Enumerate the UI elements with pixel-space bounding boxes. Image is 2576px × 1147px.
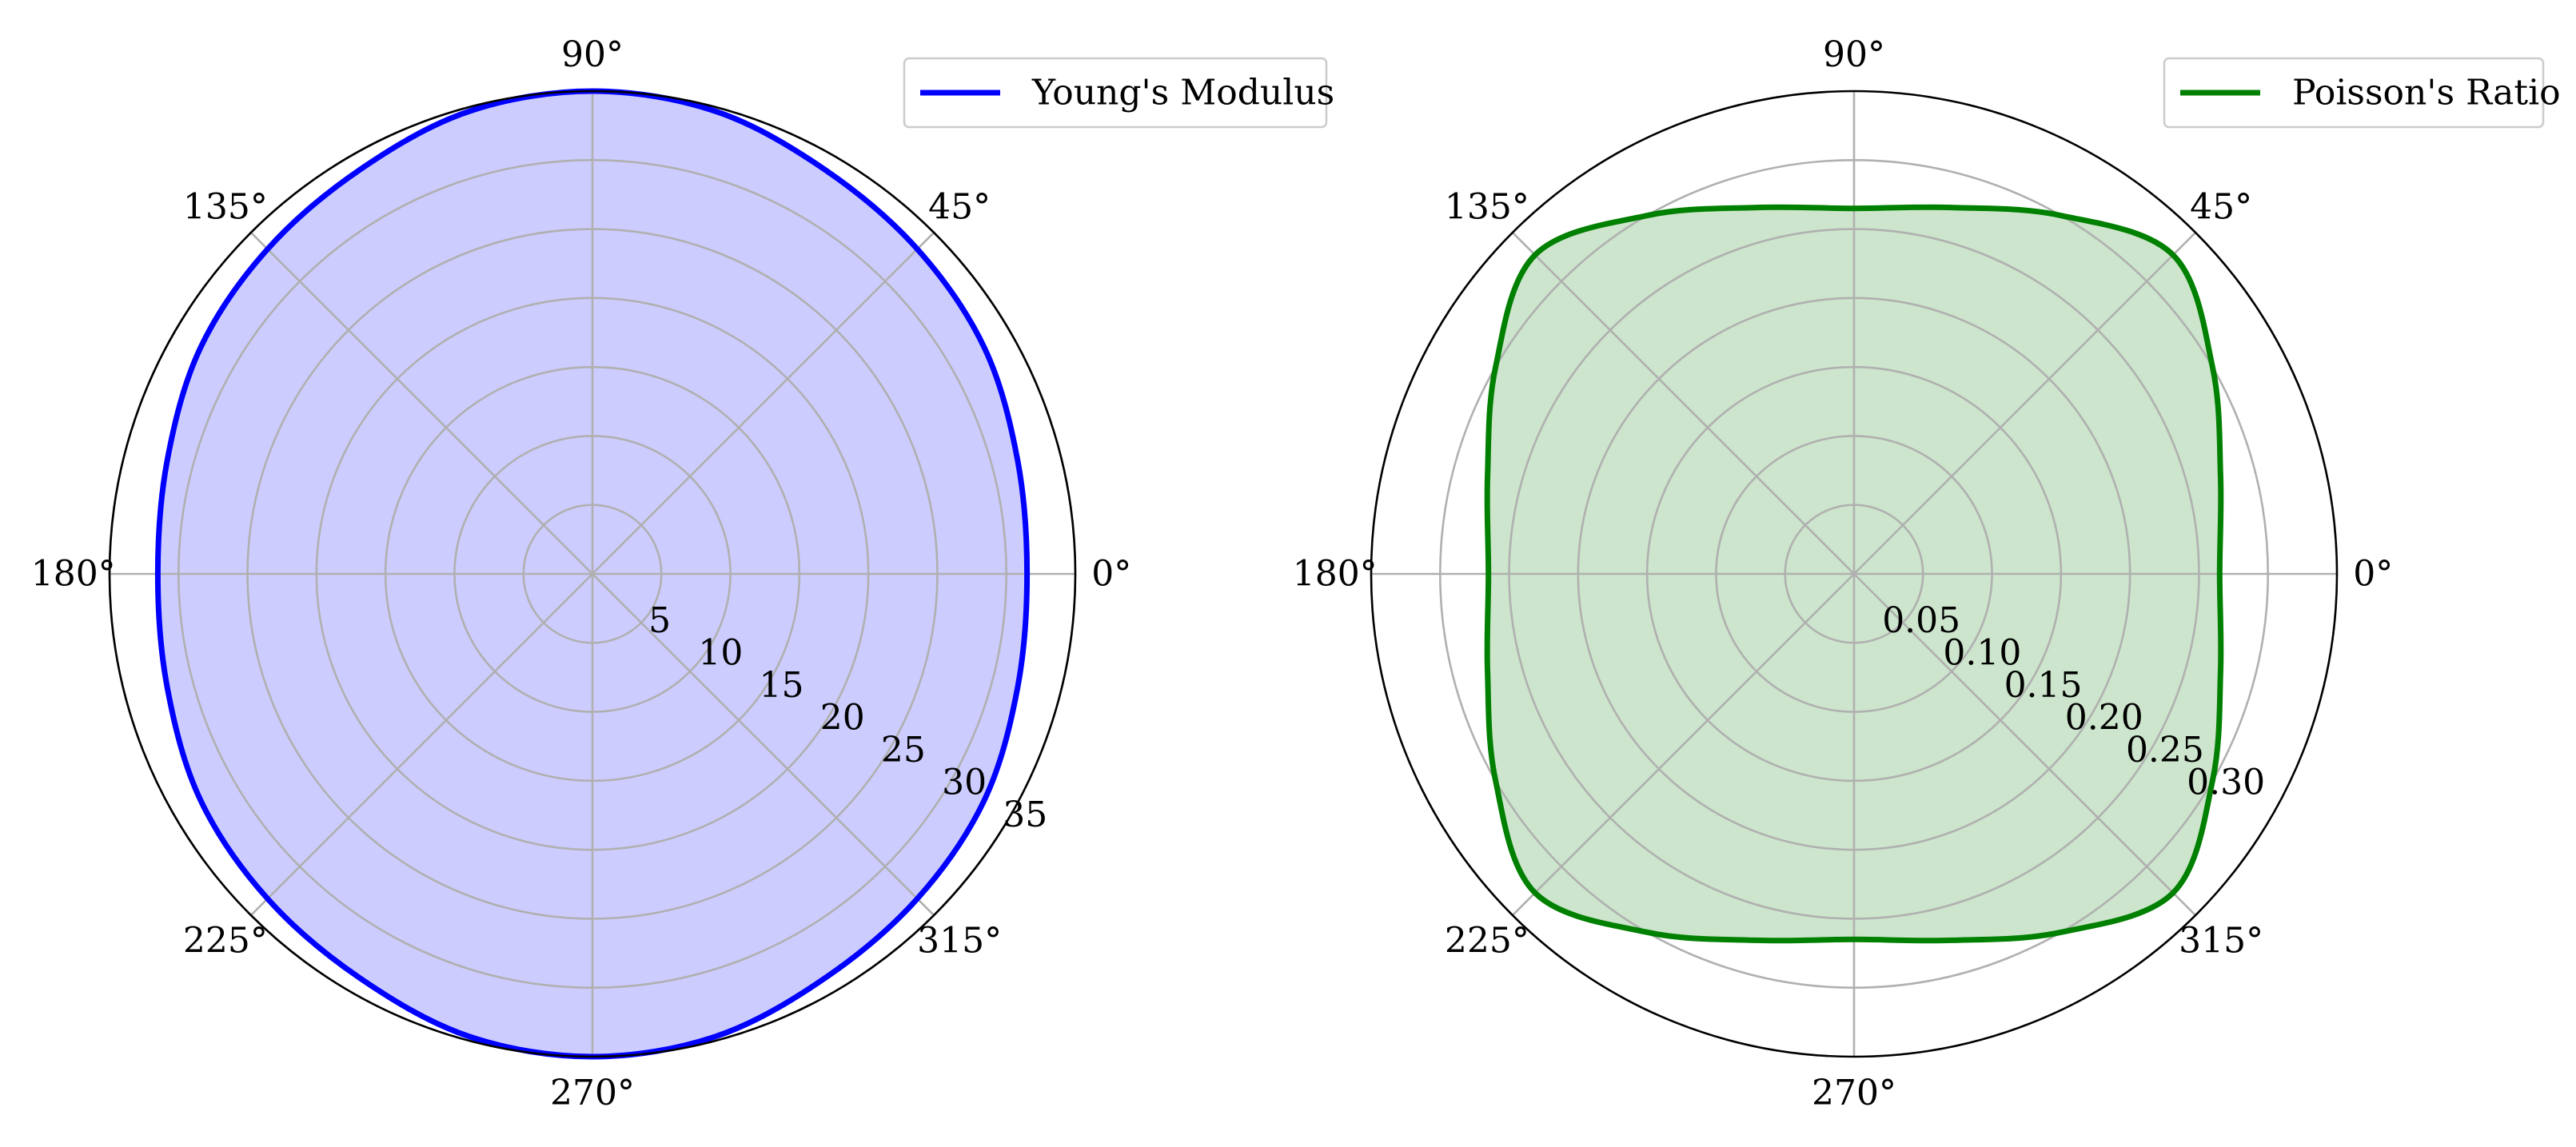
theta-tick-label: 270° bbox=[1812, 1073, 1896, 1113]
legend: Poisson's Ratio bbox=[2163, 57, 2561, 129]
r-tick-label: 15 bbox=[760, 665, 804, 706]
theta-tick-label: 45° bbox=[2190, 186, 2252, 227]
r-tick-label: 0.05 bbox=[1882, 600, 1960, 641]
theta-grid-line bbox=[249, 573, 593, 917]
legend-frame bbox=[2163, 57, 2545, 129]
theta-tick-label: 0° bbox=[1091, 554, 1131, 595]
theta-grid-line bbox=[249, 231, 593, 575]
r-tick-label: 10 bbox=[698, 633, 743, 674]
theta-tick-label: 225° bbox=[1445, 921, 1529, 962]
polar-spine bbox=[1370, 90, 2339, 1058]
theta-tick-label: 315° bbox=[2179, 921, 2263, 962]
theta-tick-label: 135° bbox=[1445, 186, 1529, 227]
theta-tick-label: 270° bbox=[550, 1073, 635, 1113]
theta-grid-line bbox=[1853, 573, 2197, 917]
legend-frame bbox=[903, 57, 1328, 129]
theta-tick-label: 45° bbox=[928, 186, 991, 227]
theta-grid-line bbox=[592, 573, 935, 917]
legend-label: Young's Modulus bbox=[1031, 73, 1334, 114]
r-tick-label: 20 bbox=[820, 698, 865, 739]
theta-tick-label: 90° bbox=[561, 34, 624, 75]
legend: Young's Modulus bbox=[903, 57, 1334, 129]
theta-tick-label: 315° bbox=[917, 921, 1002, 962]
r-tick-label: 0.30 bbox=[2187, 763, 2265, 803]
r-tick-label: 0.25 bbox=[2126, 730, 2204, 771]
theta-tick-label: 180° bbox=[31, 554, 116, 595]
theta-grid-line bbox=[1511, 573, 1855, 917]
theta-grid-line bbox=[1853, 231, 2197, 575]
theta-grid-line bbox=[592, 231, 935, 575]
theta-tick-label: 180° bbox=[1293, 554, 1378, 595]
polar-spine bbox=[108, 90, 1077, 1058]
theta-tick-label: 135° bbox=[183, 186, 268, 227]
r-tick-label: 5 bbox=[648, 600, 671, 641]
series-line-0 bbox=[154, 88, 1031, 1060]
r-tick-label: 35 bbox=[1003, 795, 1047, 835]
theta-tick-label: 90° bbox=[1823, 34, 1885, 75]
polar-plot-poissons-ratio: 0° 45° 90° 135° 180° 225° 270° 315° 0.050.100.15… bbox=[1293, 34, 2561, 1113]
theta-grid-line bbox=[1511, 231, 1855, 575]
series-line-0 bbox=[1484, 204, 2224, 944]
r-tick-label: 0.20 bbox=[2065, 698, 2143, 739]
theta-tick-label: 0° bbox=[2353, 554, 2393, 595]
r-tick-label: 25 bbox=[881, 730, 926, 771]
legend-label: Poisson's Ratio bbox=[2292, 73, 2561, 114]
r-tick-label: 0.10 bbox=[1943, 633, 2021, 674]
r-tick-label: 0.15 bbox=[2004, 665, 2083, 706]
polar-plot-youngs-modulus: 0° 45° 90° 135° 180° 225° 270° 315° 5 10 15 20 25 30 3… bbox=[31, 34, 1335, 1113]
theta-tick-label: 225° bbox=[183, 921, 268, 962]
r-tick-label: 30 bbox=[942, 763, 987, 803]
